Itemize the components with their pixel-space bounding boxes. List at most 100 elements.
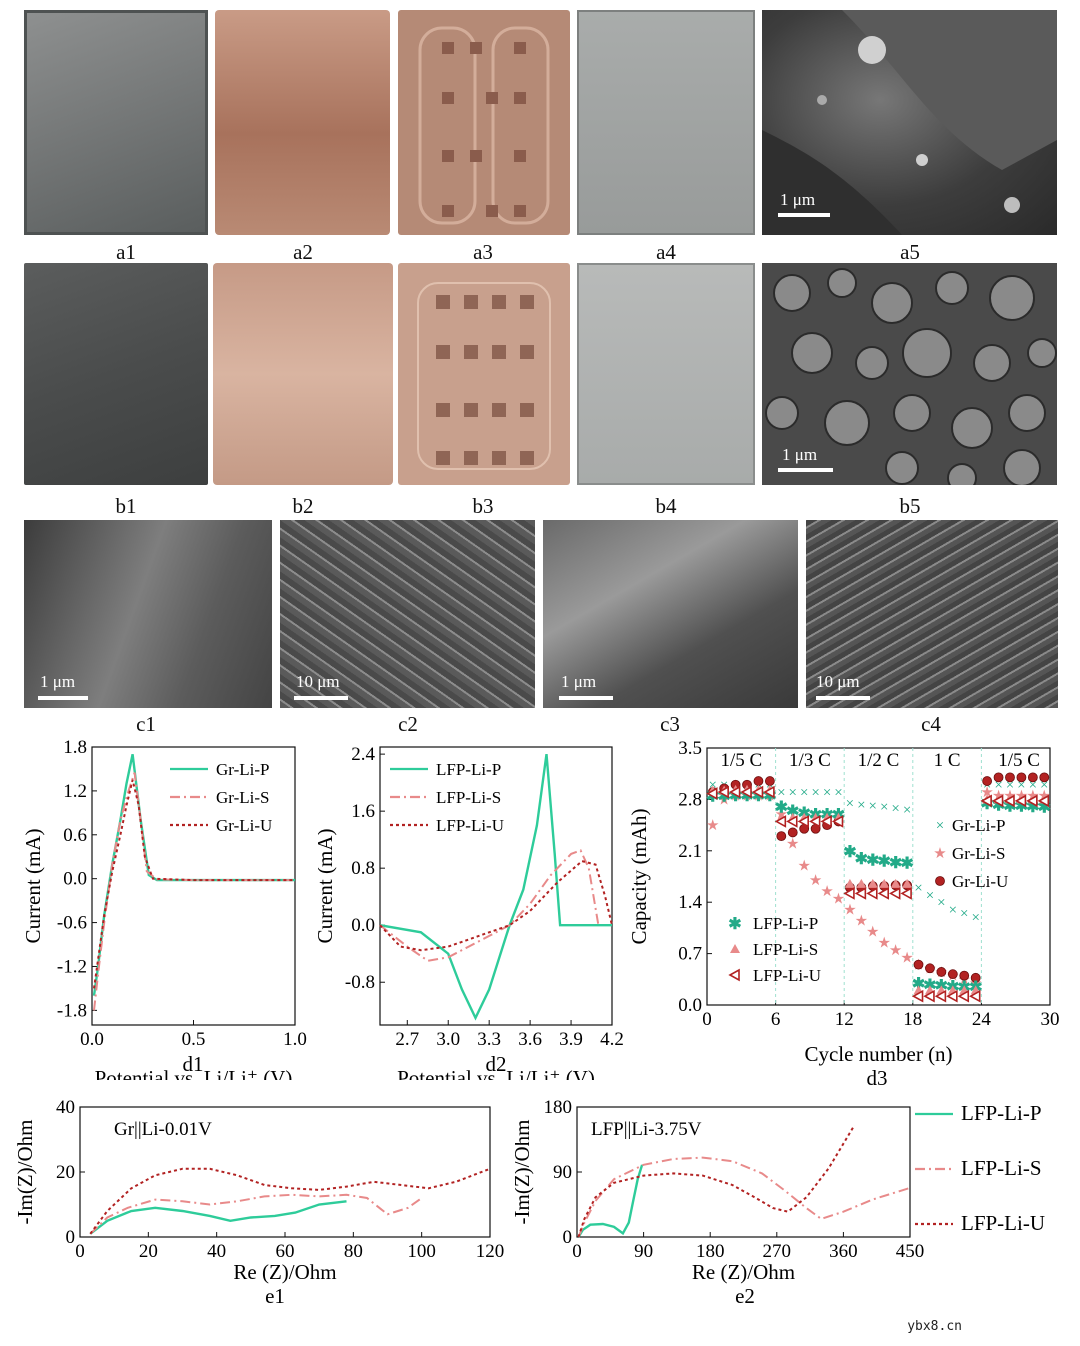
chart-d3: 0 6 12 18 24 30 0.0 0.7 1.4 2.1 2.8 3.5 Cycle number…	[630, 738, 1060, 1090]
series-line-LFP-Li-S	[379, 849, 600, 962]
point-Gr-Li-P: ×	[834, 785, 842, 801]
x-tick-label: 3.9	[559, 1029, 583, 1050]
point-Gr-Li-U	[925, 963, 935, 974]
series-line-Gr-Li-P	[89, 1200, 347, 1235]
caption-b4: b4	[655, 494, 677, 518]
point-LFP-Li-P: ✱	[775, 800, 788, 817]
scale-label-a5: 1 μm	[780, 190, 816, 209]
legend-label-LFP-Li-S: LFP-Li-S	[753, 940, 818, 959]
legend-label-LFP-Li-S: LFP-Li-S	[961, 1156, 1042, 1180]
point-Gr-Li-U	[787, 827, 798, 838]
point-LFP-Li-P: ✱	[866, 853, 879, 870]
scale-bar-c3	[559, 696, 613, 700]
x-axis-label: Re (Z)/Ohm	[692, 1260, 795, 1284]
point-Gr-Li-P: ×	[846, 796, 854, 812]
point-LFP-Li-U	[774, 815, 787, 828]
scale-label-c2: 10 μm	[296, 672, 340, 691]
plot-frame	[379, 746, 613, 1026]
caption-a2: a2	[293, 240, 313, 264]
point-Gr-Li-P: ×	[914, 881, 922, 897]
plot-frame	[706, 747, 1051, 1006]
point-Gr-Li-P: ×	[811, 785, 819, 801]
photo-b5-sem: 1 μm	[762, 263, 1057, 485]
x-tick-label: 0	[702, 1009, 712, 1030]
point-Gr-Li-U	[959, 970, 970, 981]
x-axis-label: Re (Z)/Ohm	[233, 1260, 336, 1284]
point-LFP-Li-U	[854, 887, 867, 900]
point-Gr-Li-U	[764, 776, 775, 786]
series-line-Gr-Li-S	[89, 1193, 423, 1235]
point-LFP-Li-P: ✱	[878, 853, 891, 870]
point-LFP-Li-U	[957, 989, 970, 1003]
y-tick-label: 0.6	[63, 825, 87, 846]
point-Gr-Li-S: ★	[809, 873, 822, 889]
x-tick-label: 100	[407, 1241, 436, 1262]
point-LFP-Li-S	[856, 878, 867, 888]
caption-c1: c1	[136, 712, 156, 736]
point-Gr-Li-P: ×	[1029, 778, 1037, 794]
point-Gr-Li-S: ★	[820, 884, 833, 900]
point-Gr-Li-P: ×	[1017, 778, 1025, 794]
legend-label-LFP-Li-U: LFP-Li-U	[436, 816, 504, 835]
point-LFP-Li-U	[877, 887, 890, 900]
sem-texture-a5	[762, 10, 1057, 235]
caption-b2: b2	[292, 494, 314, 518]
point-Gr-Li-S: ★	[843, 903, 856, 919]
point-Gr-Li-P: ×	[903, 803, 911, 819]
scale-bar-a5	[778, 213, 830, 217]
point-LFP-Li-U	[717, 785, 729, 799]
photo-a1	[24, 10, 208, 235]
rate-label: 1/2 C	[858, 750, 900, 771]
photo-a5-sem: 1 μm	[762, 10, 1057, 235]
pattern-a3	[418, 26, 550, 225]
scale-bar-c4	[816, 696, 870, 700]
legend-marker-Gr-Li-P: ×	[936, 818, 944, 834]
scale-bar-c2	[294, 696, 348, 700]
y-tick-label: -0.6	[57, 913, 87, 934]
point-LFP-Li-U	[969, 989, 981, 1003]
photo-b1	[24, 263, 208, 485]
x-tick-label: 60	[276, 1241, 295, 1262]
panel-label-d3: d3	[867, 1066, 888, 1090]
point-Gr-Li-U	[1016, 772, 1027, 783]
legend-label-Gr-Li-P: Gr-Li-P	[952, 816, 1005, 835]
point-Gr-Li-P: ×	[971, 910, 979, 926]
point-Gr-Li-P: ×	[949, 903, 957, 919]
legend-label-LFP-Li-U: LFP-Li-U	[961, 1211, 1045, 1235]
point-Gr-Li-P: ×	[823, 785, 831, 801]
photo-b4	[577, 263, 755, 485]
y-tick-label: -1.2	[57, 956, 87, 977]
point-Gr-Li-U	[970, 972, 981, 983]
legend-marker-Gr-Li-U	[935, 876, 945, 886]
point-LFP-Li-S	[890, 878, 901, 888]
sem-texture-b5	[765, 268, 1057, 485]
point-LFP-Li-U	[900, 887, 912, 900]
point-Gr-Li-P: ×	[937, 895, 945, 911]
point-LFP-Li-U	[808, 815, 821, 828]
point-LFP-Li-U	[1014, 794, 1027, 808]
point-LFP-Li-U	[763, 785, 775, 799]
x-axis-label: Potential vs. Li/Li⁺ (V)	[95, 1066, 293, 1080]
legend-label-Gr-Li-S: Gr-Li-S	[952, 844, 1005, 863]
rate-label: 1 C	[934, 750, 961, 771]
point-LFP-Li-U	[751, 785, 764, 799]
y-tick-label: 0.0	[678, 995, 702, 1016]
point-Gr-Li-U	[1027, 772, 1038, 783]
y-tick-label: 3.5	[678, 738, 702, 759]
legend-marker-Gr-Li-S: ★	[933, 846, 946, 862]
y-tick-label: 2.8	[678, 789, 702, 810]
photo-c1-sem: 1 μm	[24, 520, 272, 708]
rate-label: 1/3 C	[789, 750, 831, 771]
panel-label-d1: d1	[183, 1052, 204, 1076]
legend-label-LFP-Li-P: LFP-Li-P	[436, 760, 501, 779]
point-Gr-Li-S: ★	[866, 925, 879, 941]
y-tick-label: 0.0	[63, 869, 87, 890]
scale-label-b5: 1 μm	[782, 445, 818, 464]
y-tick-label: 2.4	[351, 744, 375, 765]
y-tick-label: 0	[563, 1227, 573, 1248]
x-tick-label: 80	[344, 1241, 363, 1262]
legend-label-LFP-Li-S: LFP-Li-S	[436, 788, 501, 807]
point-Gr-Li-P: ×	[857, 798, 865, 814]
series-line-LFP-Li-U	[577, 1124, 856, 1238]
